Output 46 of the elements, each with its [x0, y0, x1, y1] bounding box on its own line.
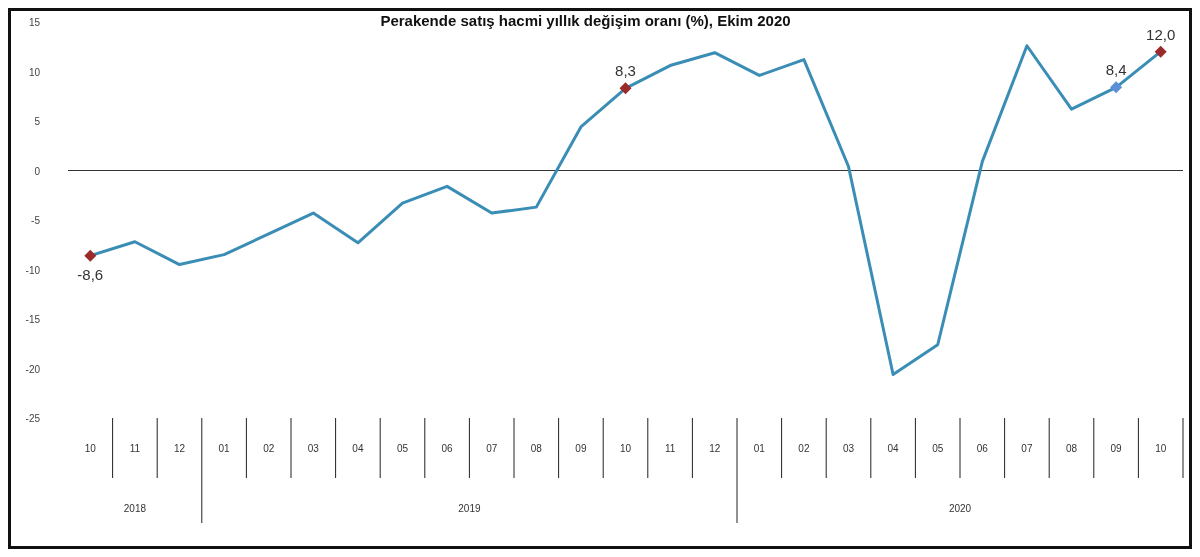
data-label: 8,4 — [1105, 61, 1127, 79]
x-tick-label: 06 — [976, 443, 989, 454]
y-tick-label: -25 — [25, 413, 41, 424]
text: 2018 — [123, 503, 147, 514]
data-label: 8,3 — [615, 62, 636, 80]
x-tick-label: 01 — [218, 443, 231, 454]
y-tick-label: 15 — [28, 17, 41, 28]
x-tick-label: 03 — [842, 443, 855, 454]
x-tick-label: 08 — [1065, 443, 1078, 454]
x-tick-label: 05 — [396, 443, 409, 454]
y-tick-label: -15 — [25, 314, 41, 325]
y-tick-label: 5 — [34, 116, 41, 127]
y-tick-label: -10 — [25, 264, 41, 276]
x-tick-label: 04 — [352, 443, 364, 454]
point — [619, 82, 632, 95]
x-tick-label: 01 — [753, 443, 766, 454]
text: 2020 — [948, 503, 972, 514]
x-tick-label: 02 — [798, 443, 810, 454]
y-tick-label: -20 — [25, 363, 41, 375]
y-tick-label: -5 — [31, 215, 41, 226]
data-label: 12,0 — [1146, 25, 1176, 43]
x-tick-label: 11 — [129, 443, 141, 454]
x-tick-label: 11 — [664, 443, 676, 454]
x-tick-label: 07 — [1021, 443, 1033, 454]
point — [84, 249, 97, 262]
data-label: -8,6 — [77, 265, 104, 283]
point — [1154, 45, 1167, 58]
x-tick-label: 02 — [263, 443, 275, 454]
x-tick-label: 05 — [932, 443, 944, 454]
chart-title: Perakende satış hacmi yıllık değişim oranı (%), Ekim 2020 — [380, 12, 791, 29]
x-tick-label: 04 — [887, 443, 900, 454]
y-tick-label: 0 — [34, 165, 41, 177]
x-tick-label: 09 — [1110, 443, 1123, 454]
text: 2019 — [458, 503, 481, 514]
x-tick-label: 06 — [441, 443, 454, 454]
y-tick-label: 10 — [28, 66, 41, 78]
x-tick-label: 09 — [575, 443, 587, 454]
x-tick-label: 12 — [173, 443, 186, 454]
x-tick-label: 10 — [84, 443, 97, 454]
x-tick-label: 10 — [619, 443, 632, 454]
x-tick-label: 10 — [1155, 443, 1167, 454]
x-tick-label: 08 — [530, 443, 543, 454]
x-tick-label: 03 — [307, 443, 320, 454]
x-tick-label: 12 — [709, 443, 721, 454]
x-tick-label: 07 — [486, 443, 498, 454]
point — [1110, 81, 1123, 94]
